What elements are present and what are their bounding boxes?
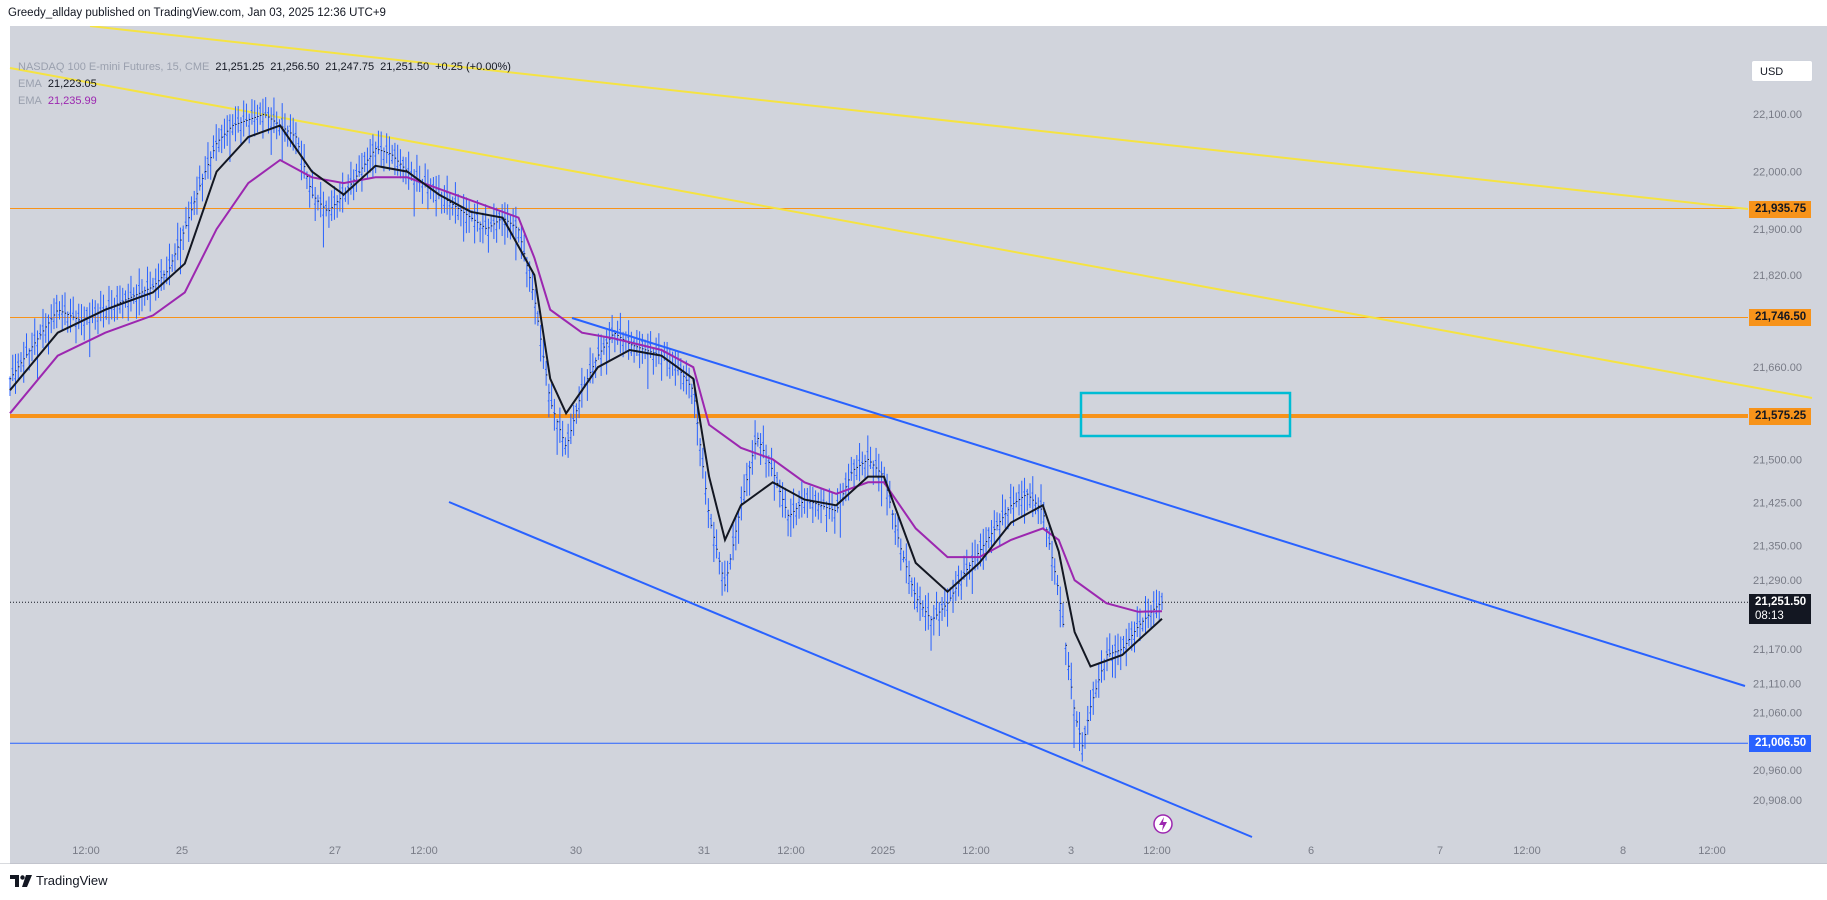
time-tick-label: 3 <box>1068 845 1074 857</box>
price-label-4: 21,006.50 <box>1749 735 1811 753</box>
currency-selector[interactable]: USD <box>1751 60 1813 82</box>
legend-open: 21,251.25 <box>215 61 265 73</box>
price-tick-label: 22,000.00 <box>1753 167 1802 179</box>
legend-low: 21,247.75 <box>325 61 375 73</box>
legend-ema2-label: EMA <box>18 95 42 107</box>
chart-canvas[interactable]: 22,100.00 22,000.00 21,900.00 21,820.00 21,6… <box>0 25 1827 865</box>
price-tick-label: 21,170.00 <box>1753 644 1802 656</box>
yellow-trendline-lower[interactable] <box>9 67 1813 399</box>
price-label-1: 21,746.50 <box>1749 309 1811 327</box>
price-tick-label: 20,908.00 <box>1753 795 1802 807</box>
horizontal-lines <box>10 208 1748 744</box>
time-tick-label: 2025 <box>871 845 895 857</box>
legend-symbol: NASDAQ 100 E-mini Futures, 15, CME <box>18 61 210 73</box>
price-label-0: 21,935.75 <box>1749 200 1811 218</box>
tradingview-logo-icon <box>10 874 32 887</box>
price-tick-label: 21,290.00 <box>1753 575 1802 587</box>
last-price-value: 21,251.50 <box>1755 596 1807 609</box>
ema-slow-line <box>9 158 1163 613</box>
price-tick-label: 21,500.00 <box>1753 454 1802 466</box>
legend-high: 21,256.50 <box>270 61 320 73</box>
bar-countdown: 08:13 <box>1755 610 1784 623</box>
price-label-2: 21,575.25 <box>1749 407 1811 425</box>
yellow-trendlines[interactable] <box>9 25 1813 399</box>
price-tick-label: 22,100.00 <box>1753 109 1802 121</box>
legend-close: 21,251.50 <box>380 61 430 73</box>
price-label-3: 21,251.50 08:13 <box>1749 594 1811 625</box>
legend-ema2-value: 21,235.99 <box>47 95 97 107</box>
price-tick-label: 20,960.00 <box>1753 765 1802 777</box>
time-tick-label: 12:00 <box>1513 845 1541 857</box>
time-tick-label: 12:00 <box>72 845 100 857</box>
price-tick-label: 21,900.00 <box>1753 224 1802 236</box>
publisher-bar: Greedy_allday published on TradingView.c… <box>0 0 1827 26</box>
publisher-text: Greedy_allday published on TradingView.c… <box>8 7 386 19</box>
time-tick-label: 12:00 <box>1698 845 1726 857</box>
channel-lower-line[interactable] <box>448 501 1253 838</box>
price-axis-background <box>1748 26 1827 864</box>
legend-ema1-label: EMA <box>18 78 42 90</box>
tradingview-brand-text: TradingView <box>36 873 108 888</box>
time-axis[interactable]: 12:00 25 27 12:00 30 31 12:00 2025 12:00 3 12:00 6 7… <box>72 845 1726 857</box>
legend-ema2-row: EMA 21,235.99 <box>18 93 511 110</box>
time-tick-label: 12:00 <box>1143 845 1171 857</box>
price-tick-label: 21,820.00 <box>1753 270 1802 282</box>
legend-change: +0.25 (+0.00%) <box>435 61 511 73</box>
time-tick-label: 8 <box>1620 845 1626 857</box>
time-tick-label: 12:00 <box>962 845 990 857</box>
legend-ohlc-row: NASDAQ 100 E-mini Futures, 15, CME 21,25… <box>18 59 511 76</box>
time-tick-label: 25 <box>176 845 188 857</box>
price-tick-label: 21,425.00 <box>1753 497 1802 509</box>
time-tick-label: 12:00 <box>777 845 805 857</box>
price-tick-label: 21,660.00 <box>1753 362 1802 374</box>
time-tick-label: 30 <box>570 845 582 857</box>
flash-event-icon[interactable] <box>1153 814 1173 834</box>
descending-channel[interactable] <box>448 317 1746 838</box>
chart-area[interactable]: 22,100.00 22,000.00 21,900.00 21,820.00 21,6… <box>0 25 1827 865</box>
target-zone-rectangle[interactable] <box>1079 391 1292 438</box>
chart-legend: NASDAQ 100 E-mini Futures, 15, CME 21,25… <box>18 59 511 110</box>
channel-upper-line[interactable] <box>571 317 1746 687</box>
plot-background <box>10 26 1748 864</box>
ema-fast-line <box>9 124 1163 668</box>
time-tick-label: 6 <box>1308 845 1314 857</box>
time-tick-label: 12:00 <box>410 845 438 857</box>
price-axis[interactable]: 22,100.00 22,000.00 21,900.00 21,820.00 21,6… <box>1753 109 1802 807</box>
legend-ema1-row: EMA 21,223.05 <box>18 76 511 93</box>
price-tick-label: 21,060.00 <box>1753 708 1802 720</box>
legend-ema1-value: 21,223.05 <box>47 78 97 90</box>
time-tick-label: 7 <box>1437 845 1443 857</box>
time-tick-label: 31 <box>698 845 710 857</box>
price-tick-label: 21,350.00 <box>1753 541 1802 553</box>
footer-bar: TradingView <box>0 864 1827 900</box>
price-tick-label: 21,110.00 <box>1753 679 1801 691</box>
tradingview-logo[interactable]: TradingView <box>10 873 108 888</box>
time-tick-label: 27 <box>329 845 341 857</box>
candlestick-series <box>8 97 1164 762</box>
yellow-trendline-upper[interactable] <box>89 25 1749 210</box>
